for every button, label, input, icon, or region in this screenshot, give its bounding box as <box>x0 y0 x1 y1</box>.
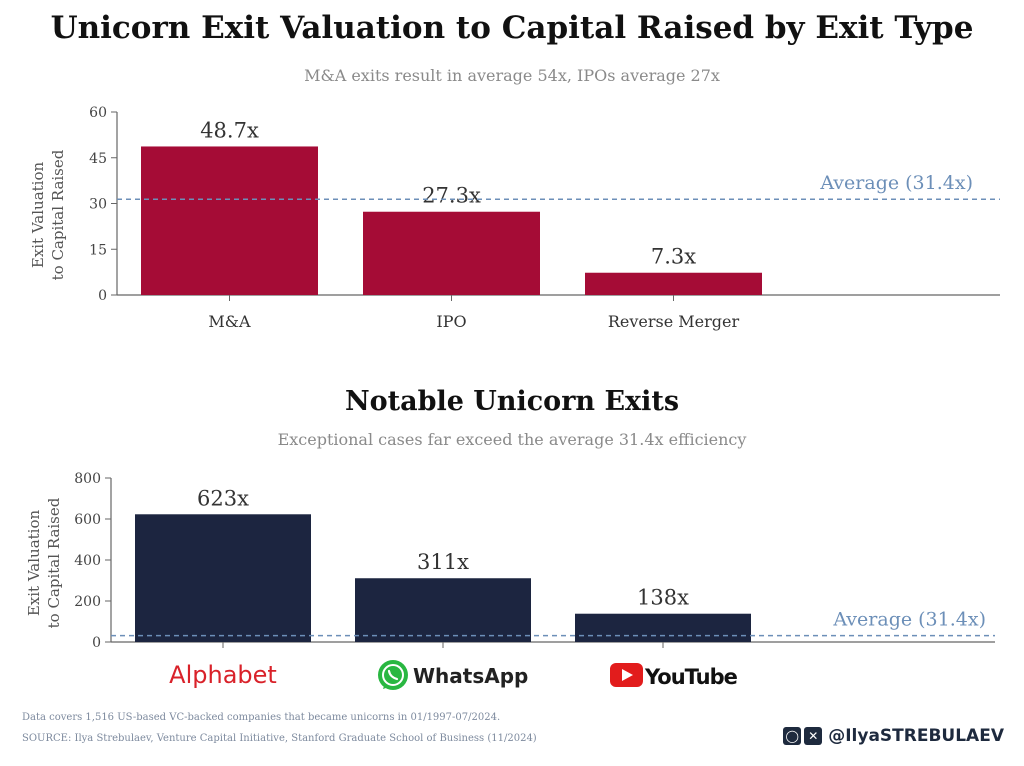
chart2-average-label: Average (31.4x) <box>832 609 986 631</box>
whatsapp-logo: WhatsApp <box>413 664 528 688</box>
chart1-value-label: 48.7x <box>200 118 259 142</box>
chart2-y-tick-label: 600 <box>74 512 101 528</box>
chart1-y-tick-label: 0 <box>98 288 107 304</box>
chart2-ylabel-line1: Exit Valuation <box>25 510 43 617</box>
chart1-title: Unicorn Exit Valuation to Capital Raised… <box>50 10 974 46</box>
alphabet-logo: Alphabet <box>169 661 277 689</box>
chart1-y-tick-label: 15 <box>89 242 107 258</box>
youtube-icon <box>610 663 643 687</box>
chart1-value-label: 27.3x <box>422 184 481 208</box>
chart1-ylabel-line1: Exit Valuation <box>29 162 47 269</box>
chart2-ylabel-line2: to Capital Raised <box>45 497 63 628</box>
chart1-ylabel-line2: to Capital Raised <box>49 149 67 280</box>
chart2-bar <box>575 613 751 642</box>
chart1-average-label: Average (31.4x) <box>819 172 973 194</box>
footer-note: Data covers 1,516 US-based VC-backed com… <box>22 712 501 723</box>
chart2-bar <box>355 578 531 642</box>
instagram-icon: ◯ <box>783 727 802 745</box>
handle-text: @IlyaSTREBULAEV <box>828 726 1004 746</box>
whatsapp-icon <box>378 660 408 690</box>
chart2-bar <box>135 514 311 642</box>
chart1-bar <box>141 146 318 295</box>
chart2-value-label: 311x <box>417 550 469 574</box>
footer-source: SOURCE: Ilya Strebulaev, Venture Capital… <box>22 733 537 744</box>
chart1-value-label: 7.3x <box>651 245 696 269</box>
chart1-x-tick-label: Reverse Merger <box>608 312 740 331</box>
chart1-y-tick-label: 30 <box>89 197 107 213</box>
chart2-y-tick-label: 400 <box>74 553 101 569</box>
x-icon: ✕ <box>804 727 823 745</box>
chart1-bar <box>363 211 540 295</box>
chart2-subtitle: Exceptional cases far exceed the average… <box>277 430 747 449</box>
chart1-x-tick-label: IPO <box>436 312 466 331</box>
chart2-title: Notable Unicorn Exits <box>344 386 680 417</box>
chart1-x-tick-label: M&A <box>208 312 251 331</box>
chart1-y-tick-label: 45 <box>89 151 107 167</box>
chart2-y-tick-label: 800 <box>74 471 101 487</box>
chart2-y-tick-label: 200 <box>74 594 101 610</box>
youtube-logo: YouTube <box>644 665 738 689</box>
chart1-y-tick-label: 60 <box>89 105 107 121</box>
chart1-subtitle: M&A exits result in average 54x, IPOs av… <box>304 66 720 85</box>
chart2-value-label: 623x <box>197 486 249 510</box>
chart2-y-tick-label: 0 <box>92 635 101 651</box>
chart1-bar <box>585 272 762 295</box>
chart2-value-label: 138x <box>637 586 689 610</box>
social-handle: ◯ ✕ @IlyaSTREBULAEV <box>783 726 1004 746</box>
chart2: Exit Valuation to Capital Raised Alphabe… <box>25 471 995 690</box>
chart1: Exit Valuation to Capital Raised 0 15 30 45… <box>29 105 1000 331</box>
